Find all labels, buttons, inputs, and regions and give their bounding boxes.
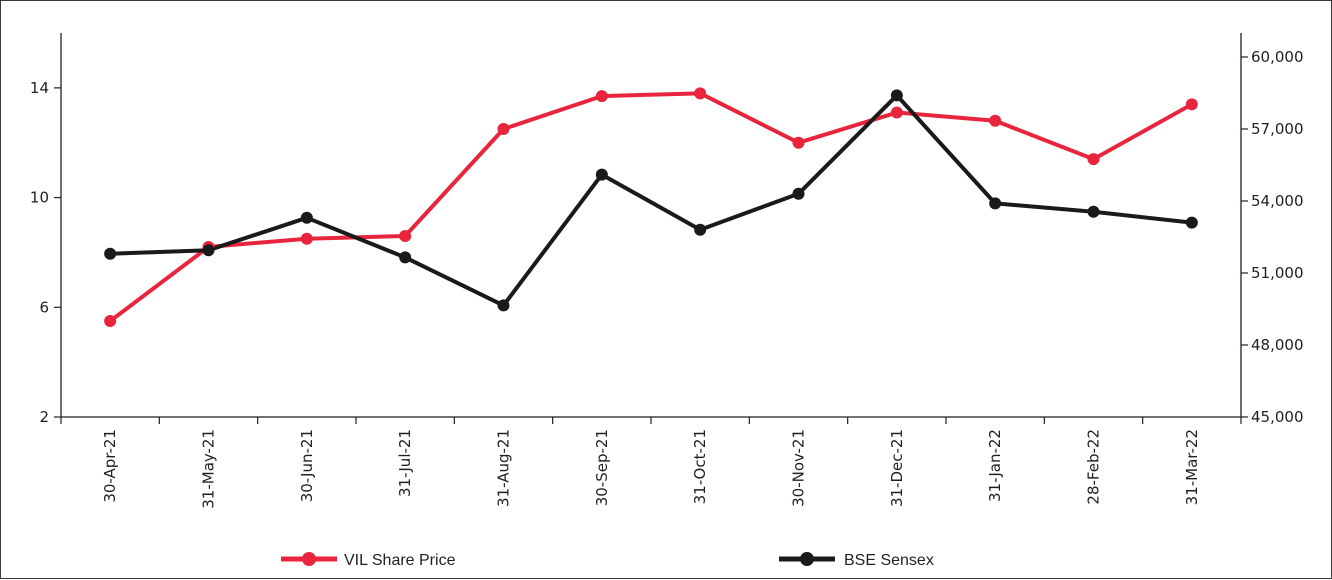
x-axis-tick-label: 31-Mar-22 <box>1183 429 1201 505</box>
left-axis-tick-label: 14 <box>30 79 49 97</box>
x-axis-tick-label: 30-Jun-21 <box>298 429 316 502</box>
x-axis-tick-label: 31-Dec-21 <box>888 429 906 507</box>
vil-share-price-point <box>989 114 1002 127</box>
bse-sensex-point <box>300 211 313 224</box>
vil-share-price-point <box>497 123 510 135</box>
bse-sensex-point <box>989 197 1002 210</box>
legend-label-bse-sensex: BSE Sensex <box>844 552 934 569</box>
x-axis-tick-label: 31-Jul-21 <box>396 429 414 497</box>
vil-share-price-point <box>792 136 805 149</box>
left-axis-tick-label: 10 <box>30 189 49 207</box>
axes <box>60 33 1242 418</box>
legend-label-vil-share-price: VIL Share Price <box>344 552 456 569</box>
vil-share-price-point <box>399 229 412 242</box>
bse-sensex-point <box>1087 205 1100 218</box>
right-axis-tick-label: 57,000 <box>1251 120 1304 138</box>
right-axis-tick-label: 54,000 <box>1251 192 1304 210</box>
bse-sensex-point <box>1185 216 1198 229</box>
bse-sensex-point <box>890 89 903 102</box>
vil-share-price-point <box>1185 98 1198 111</box>
bse-sensex-line <box>110 93 1193 308</box>
axis-ticks: 2 6 10 14 45,000 48,000 51,000 54,000 57,000 60,0… <box>30 48 1304 509</box>
right-axis-tick-label: 48,000 <box>1251 336 1304 354</box>
right-axis-tick-label: 45,000 <box>1251 408 1304 426</box>
legend-marker-bse-sensex <box>800 552 814 566</box>
bse-sensex-point <box>694 223 707 236</box>
vil-share-price-point <box>300 232 313 245</box>
bse-sensex-point <box>497 299 510 312</box>
x-axis-tick-label: 30-Apr-21 <box>101 429 119 503</box>
x-axis-tick-label: 28-Feb-22 <box>1085 429 1103 505</box>
x-axis-tick-label: 31-Aug-21 <box>495 429 513 507</box>
bse-sensex-point <box>104 247 117 260</box>
x-axis-tick-label: 31-Oct-21 <box>691 429 709 504</box>
bse-sensex-point <box>595 168 608 181</box>
vil-share-price-point <box>1087 153 1100 166</box>
x-axis-tick-label: 30-Sep-21 <box>593 429 611 506</box>
x-axis-tick-label: 31-May-21 <box>200 429 218 509</box>
vil-share-price-point <box>595 90 608 103</box>
vil-share-price-point <box>890 106 903 119</box>
vil-share-price-line <box>108 91 1193 323</box>
right-axis-tick-label: 60,000 <box>1251 48 1304 66</box>
left-axis-tick-label: 6 <box>39 298 49 316</box>
right-axis-tick-label: 51,000 <box>1251 264 1304 282</box>
legend-marker-vil-share-price <box>302 552 316 566</box>
series-lines <box>108 91 1193 323</box>
series-points <box>104 87 1198 327</box>
bse-sensex-point <box>792 187 805 200</box>
bse-sensex-point <box>202 244 215 257</box>
x-axis-tick-label: 31-Jan-22 <box>986 429 1004 502</box>
bse-sensex-point <box>399 251 412 264</box>
vil-share-price-point <box>694 87 707 100</box>
x-axis-tick-label: 30-Nov-21 <box>790 429 808 507</box>
left-axis-tick-label: 2 <box>39 408 49 426</box>
vil-share-price-point <box>104 315 117 327</box>
legend: VIL Share Price BSE Sensex <box>281 552 934 569</box>
